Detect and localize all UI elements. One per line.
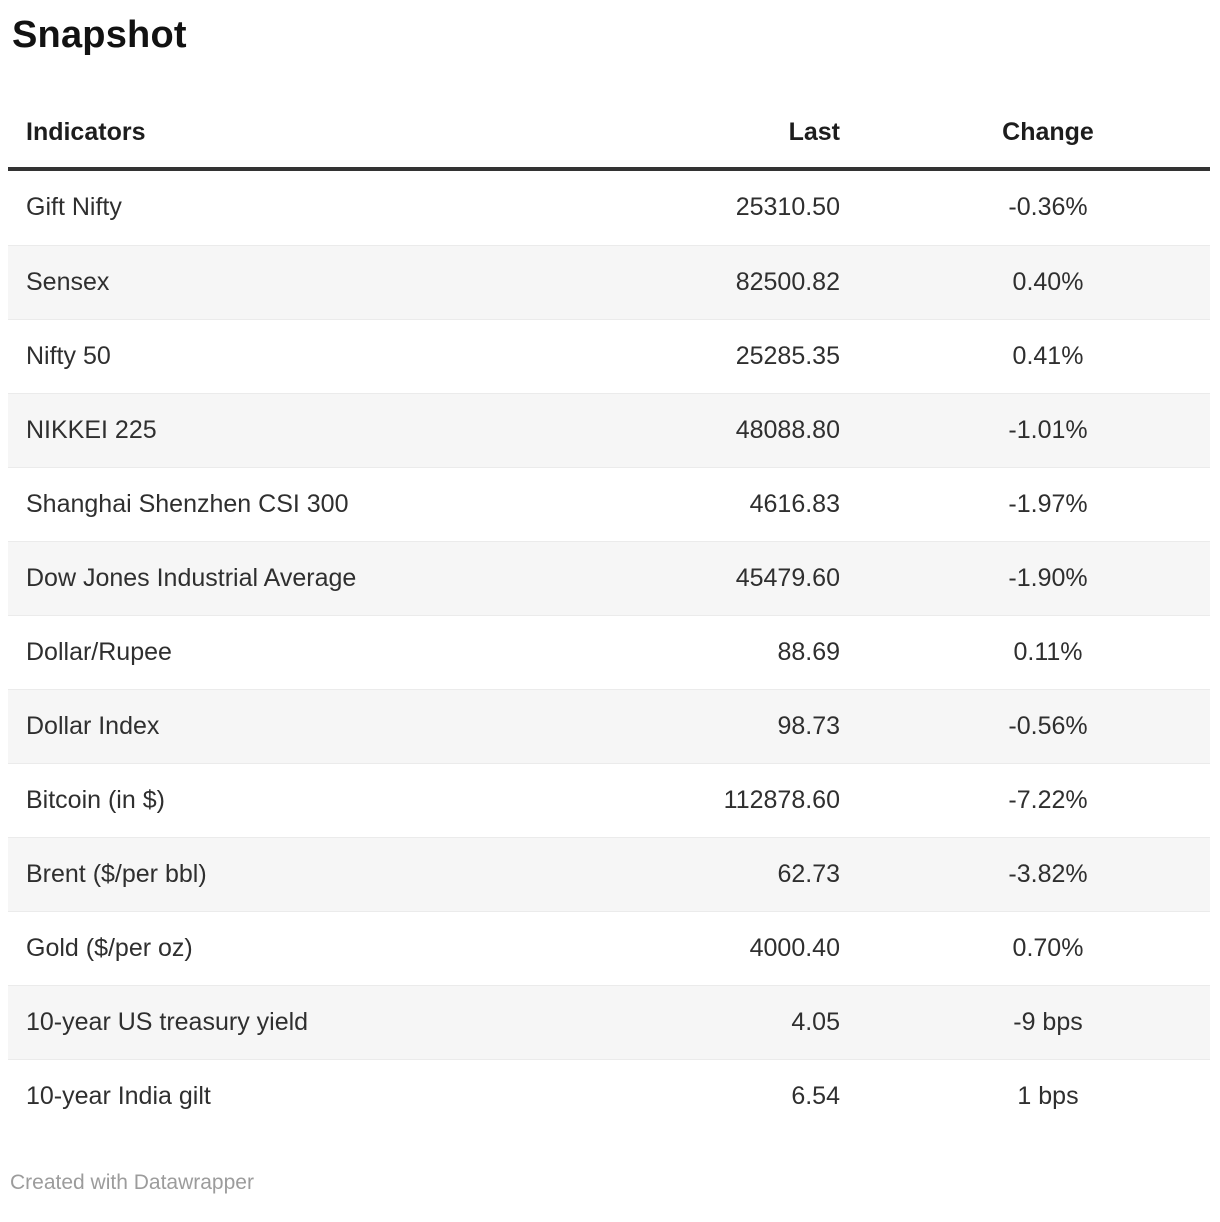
- change-value-cell: -0.56%: [1008, 711, 1088, 740]
- change-value-cell: -1.97%: [1008, 489, 1088, 518]
- last-value-cell: 45479.60: [735, 563, 840, 592]
- table-row: Brent ($/per bbl) 62.73 -3.82%: [8, 836, 1210, 911]
- last-value-cell: 4000.40: [749, 933, 840, 962]
- table-row: Gold ($/per oz) 4000.40 0.70%: [8, 910, 1210, 985]
- change-value-cell: -7.22%: [1008, 785, 1088, 814]
- table-row: 10-year India gilt 6.54 1 bps: [8, 1058, 1210, 1133]
- indicator-name-cell: Sensex: [26, 267, 110, 296]
- change-value-cell: 0.41%: [1012, 341, 1084, 370]
- table-row: Gift Nifty 25310.50 -0.36%: [8, 171, 1210, 245]
- last-value-cell: 4.05: [791, 1007, 840, 1036]
- change-value-cell: 0.40%: [1012, 267, 1084, 296]
- indicators-table: Indicators Last Change Gift Nifty 25310.…: [8, 99, 1210, 1133]
- column-header-indicators: Indicators: [26, 118, 146, 147]
- indicator-name-cell: Nifty 50: [26, 341, 111, 370]
- table-row: Sensex 82500.82 0.40%: [8, 244, 1210, 319]
- change-value-cell: 0.70%: [1012, 933, 1084, 962]
- table-row: Bitcoin (in $) 112878.60 -7.22%: [8, 762, 1210, 837]
- indicator-name-cell: Bitcoin (in $): [26, 785, 165, 814]
- table-header-row: Indicators Last Change: [8, 99, 1210, 171]
- change-value-cell: 1 bps: [1017, 1081, 1079, 1110]
- page-title: Snapshot: [12, 14, 187, 56]
- indicator-name-cell: Dollar Index: [26, 711, 160, 740]
- indicator-name-cell: Gold ($/per oz): [26, 933, 193, 962]
- last-value-cell: 25310.50: [735, 193, 840, 222]
- table-row: 10-year US treasury yield 4.05 -9 bps: [8, 984, 1210, 1059]
- change-value-cell: -0.36%: [1008, 193, 1088, 222]
- change-value-cell: 0.11%: [1013, 637, 1083, 666]
- table-row: Dow Jones Industrial Average 45479.60 -1…: [8, 540, 1210, 615]
- last-value-cell: 88.69: [777, 637, 840, 666]
- indicator-name-cell: Brent ($/per bbl): [26, 859, 207, 888]
- table-row: NIKKEI 225 48088.80 -1.01%: [8, 392, 1210, 467]
- indicator-name-cell: Dow Jones Industrial Average: [26, 563, 357, 592]
- last-value-cell: 4616.83: [749, 489, 840, 518]
- indicator-name-cell: 10-year India gilt: [26, 1081, 211, 1110]
- indicator-name-cell: Dollar/Rupee: [26, 637, 172, 666]
- table-row: Shanghai Shenzhen CSI 300 4616.83 -1.97%: [8, 466, 1210, 541]
- table-body: Gift Nifty 25310.50 -0.36% Sensex 82500.…: [8, 171, 1210, 1133]
- datawrapper-attribution-link[interactable]: Created with Datawrapper: [10, 1170, 254, 1194]
- table-row: Dollar/Rupee 88.69 0.11%: [8, 614, 1210, 689]
- table-row: Nifty 50 25285.35 0.41%: [8, 318, 1210, 393]
- change-value-cell: -1.01%: [1008, 415, 1088, 444]
- table-row: Dollar Index 98.73 -0.56%: [8, 688, 1210, 763]
- indicator-name-cell: Gift Nifty: [26, 193, 122, 222]
- column-header-change: Change: [1002, 118, 1094, 147]
- last-value-cell: 98.73: [777, 711, 840, 740]
- last-value-cell: 6.54: [791, 1081, 840, 1110]
- last-value-cell: 48088.80: [735, 415, 840, 444]
- indicator-name-cell: NIKKEI 225: [26, 415, 157, 444]
- indicator-name-cell: 10-year US treasury yield: [26, 1007, 309, 1036]
- last-value-cell: 25285.35: [735, 341, 840, 370]
- last-value-cell: 62.73: [777, 859, 840, 888]
- last-value-cell: 82500.82: [735, 267, 840, 296]
- last-value-cell: 112878.60: [723, 785, 840, 814]
- change-value-cell: -3.82%: [1008, 859, 1088, 888]
- change-value-cell: -9 bps: [1013, 1007, 1083, 1036]
- column-header-last: Last: [788, 118, 840, 147]
- indicator-name-cell: Shanghai Shenzhen CSI 300: [26, 489, 349, 518]
- change-value-cell: -1.90%: [1008, 563, 1088, 592]
